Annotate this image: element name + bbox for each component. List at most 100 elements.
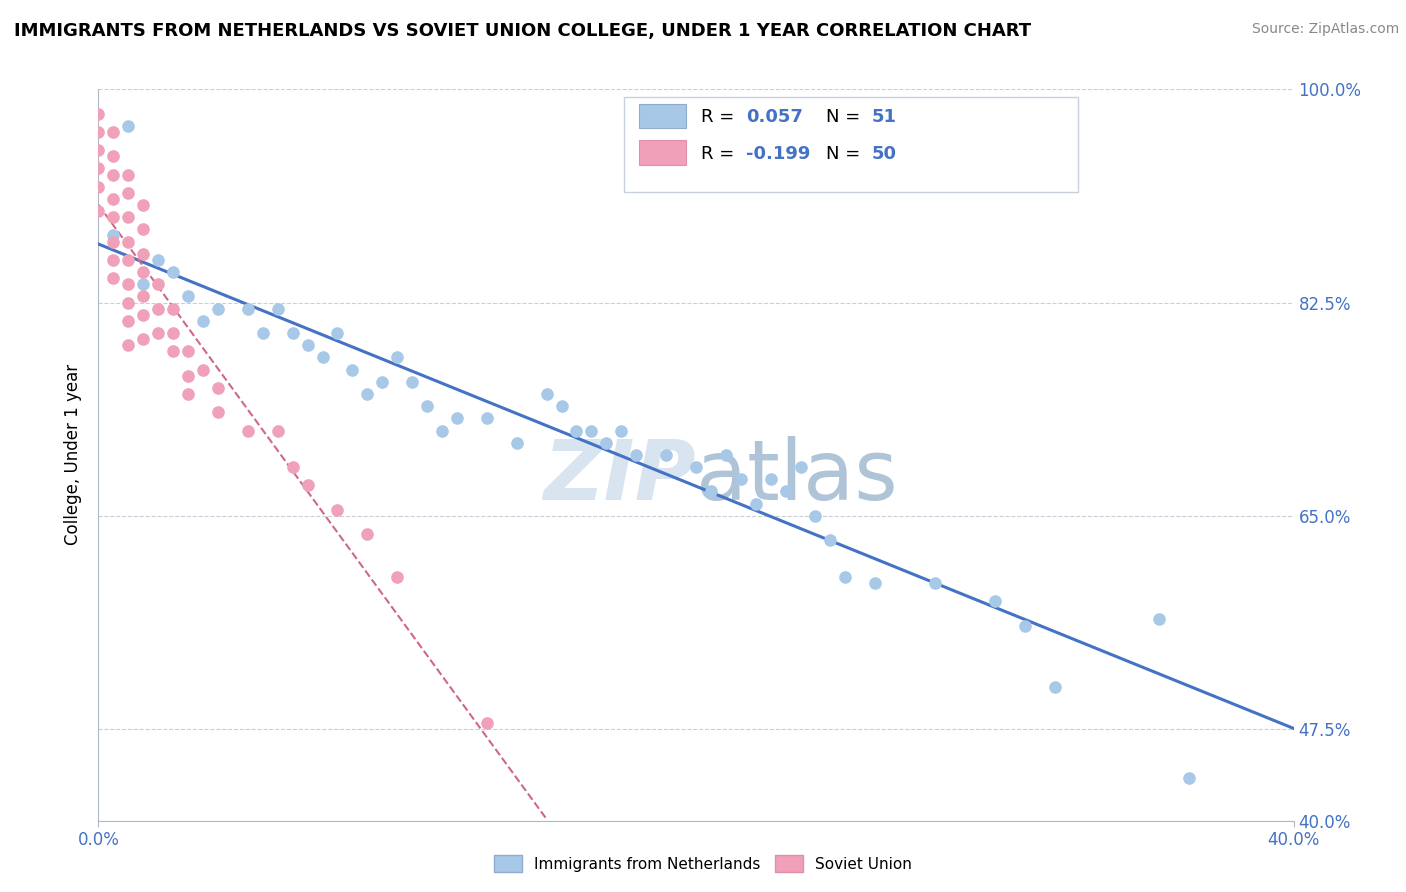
Point: [103, 125, 125, 139]
Point: [1043, 680, 1066, 694]
FancyBboxPatch shape: [638, 103, 686, 128]
Point: [103, 168, 125, 182]
Point: [236, 301, 259, 316]
Point: [148, 301, 170, 316]
Point: [550, 399, 572, 413]
Point: [626, 448, 648, 462]
Point: [475, 411, 498, 425]
Point: [326, 326, 349, 340]
Point: [745, 497, 768, 511]
Point: [924, 576, 946, 591]
Point: [446, 411, 468, 425]
Point: [730, 472, 752, 486]
Point: [207, 381, 229, 395]
Point: [103, 271, 125, 285]
Text: atlas: atlas: [696, 436, 897, 517]
Point: [356, 527, 378, 541]
Point: [267, 424, 290, 438]
Text: N =: N =: [827, 145, 866, 162]
Point: [87, 161, 110, 176]
Text: IMMIGRANTS FROM NETHERLANDS VS SOVIET UNION COLLEGE, UNDER 1 YEAR CORRELATION CH: IMMIGRANTS FROM NETHERLANDS VS SOVIET UN…: [14, 22, 1031, 40]
Point: [536, 387, 558, 401]
Point: [132, 277, 155, 292]
Point: [804, 508, 827, 523]
Point: [117, 277, 139, 292]
Point: [103, 149, 125, 163]
Point: [103, 228, 125, 243]
Point: [148, 326, 170, 340]
Text: ZIP: ZIP: [543, 436, 696, 517]
Point: [236, 424, 259, 438]
Point: [685, 460, 707, 475]
Point: [565, 424, 588, 438]
Point: [297, 478, 319, 492]
Point: [117, 252, 139, 267]
FancyBboxPatch shape: [624, 96, 1078, 192]
Point: [177, 289, 200, 303]
Point: [132, 332, 155, 346]
Point: [117, 211, 139, 225]
Y-axis label: College, Under 1 year: College, Under 1 year: [65, 364, 83, 546]
Text: 51: 51: [872, 108, 897, 126]
Point: [117, 235, 139, 249]
Point: [385, 351, 409, 365]
Point: [789, 460, 811, 475]
Point: [207, 301, 229, 316]
Point: [87, 125, 110, 139]
Point: [103, 252, 125, 267]
Text: N =: N =: [827, 108, 866, 126]
Point: [326, 502, 349, 516]
Point: [281, 460, 304, 475]
Point: [132, 265, 155, 279]
Point: [132, 247, 155, 261]
Point: [132, 222, 155, 236]
Point: [984, 594, 1007, 608]
Point: [581, 424, 603, 438]
Point: [655, 448, 678, 462]
Point: [117, 338, 139, 352]
Point: [103, 235, 125, 249]
Point: [595, 435, 617, 450]
Text: Source: ZipAtlas.com: Source: ZipAtlas.com: [1251, 22, 1399, 37]
Point: [252, 326, 274, 340]
Point: [132, 198, 155, 212]
Point: [117, 119, 139, 133]
Point: [820, 533, 842, 548]
Point: [148, 277, 170, 292]
Text: -0.199: -0.199: [747, 145, 810, 162]
Text: 50: 50: [872, 145, 897, 162]
Point: [865, 576, 887, 591]
Point: [506, 435, 529, 450]
Point: [371, 375, 394, 389]
Point: [87, 204, 110, 219]
Point: [610, 424, 633, 438]
Point: [191, 314, 214, 328]
Point: [759, 472, 782, 486]
Text: 0.057: 0.057: [747, 108, 803, 126]
Point: [267, 301, 290, 316]
Point: [162, 301, 184, 316]
Point: [475, 716, 498, 731]
Point: [430, 424, 453, 438]
Point: [385, 570, 409, 584]
Point: [191, 362, 214, 376]
Point: [1014, 618, 1036, 632]
Point: [103, 211, 125, 225]
Point: [117, 314, 139, 328]
Point: [87, 179, 110, 194]
Point: [775, 484, 797, 499]
Point: [132, 289, 155, 303]
Point: [132, 308, 155, 322]
Point: [342, 362, 364, 376]
Point: [356, 387, 378, 401]
Point: [714, 448, 737, 462]
Point: [401, 375, 423, 389]
Text: R =: R =: [700, 145, 740, 162]
Point: [1147, 613, 1170, 627]
Point: [117, 186, 139, 200]
Text: R =: R =: [700, 108, 740, 126]
Point: [1178, 771, 1201, 785]
Point: [117, 295, 139, 310]
Point: [311, 351, 333, 365]
Point: [834, 570, 856, 584]
